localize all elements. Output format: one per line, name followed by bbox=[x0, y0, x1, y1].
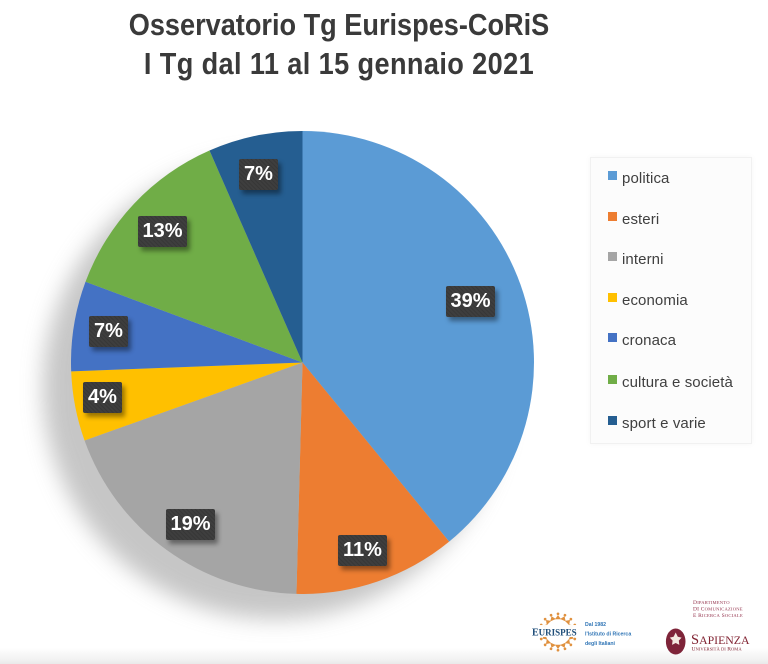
svg-text:degli Italiani: degli Italiani bbox=[585, 641, 616, 647]
svg-text:DIPARTIMENTO: DIPARTIMENTO bbox=[693, 600, 730, 606]
svg-text:l'Istituto di Ricerca: l'Istituto di Ricerca bbox=[585, 632, 631, 638]
svg-text:DI COMUNICAZIONE: DI COMUNICAZIONE bbox=[693, 607, 743, 613]
svg-text:Dal 1982: Dal 1982 bbox=[585, 622, 606, 628]
svg-text:UNIVERSITÀ DI ROMA: UNIVERSITÀ DI ROMA bbox=[692, 647, 743, 653]
svg-text:SAPIENZA: SAPIENZA bbox=[691, 632, 750, 648]
svg-text:EURISPES: EURISPES bbox=[532, 628, 577, 639]
svg-text:E RICERCA SOCIALE: E RICERCA SOCIALE bbox=[693, 613, 743, 619]
